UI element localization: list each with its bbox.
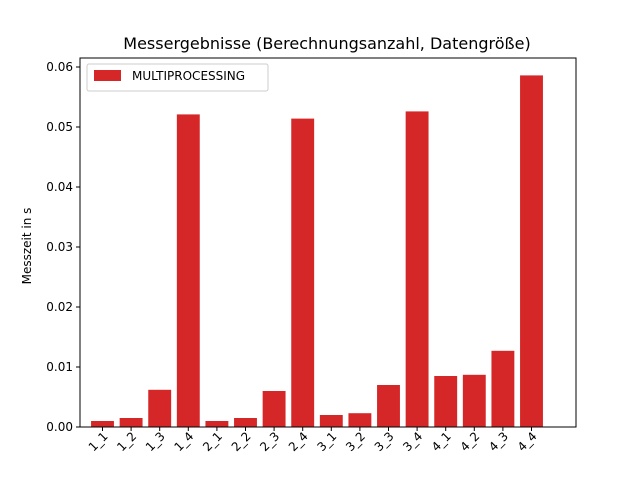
legend: MULTIPROCESSING — [86, 63, 269, 92]
bar-1_2 — [119, 418, 143, 427]
x-tick-label: 4_3 — [486, 429, 511, 454]
bar-1_1 — [91, 421, 114, 427]
bar-2_1 — [205, 421, 229, 427]
bar-4_1 — [434, 376, 458, 427]
bar-3_3 — [377, 385, 400, 427]
legend-label: MULTIPROCESSING — [132, 69, 245, 83]
plot-frame — [79, 57, 577, 428]
bar-3_2 — [348, 413, 372, 427]
x-tick-label: 1_2 — [114, 429, 139, 454]
x-tick-label: 3_3 — [372, 429, 397, 454]
x-tick-label: 2_1 — [200, 429, 225, 454]
bar-2_2 — [234, 418, 257, 427]
y-tick-label: 0.02 — [46, 300, 73, 314]
bar-4_2 — [462, 374, 486, 427]
y-tick-label: 0.00 — [46, 420, 73, 434]
x-tick-label: 2_3 — [257, 429, 282, 454]
bar-2_4 — [291, 118, 315, 427]
x-tick-label: 2_4 — [286, 429, 311, 454]
x-tick-label: 4_2 — [457, 429, 482, 454]
y-tick-label: 0.06 — [46, 60, 73, 74]
bar-3_1 — [319, 415, 343, 427]
x-tick-label: 4_1 — [429, 429, 454, 454]
x-tick-label: 2_2 — [229, 429, 254, 454]
bar-4_4 — [520, 75, 543, 428]
legend-box — [86, 63, 269, 92]
bar-2_3 — [262, 391, 286, 427]
y-tick-label: 0.03 — [46, 240, 73, 254]
y-axis-label: Messzeit in s — [20, 208, 34, 285]
bar-3_4 — [405, 111, 429, 428]
plot-area — [91, 75, 543, 428]
y-tick-label: 0.04 — [46, 180, 73, 194]
x-tick-label: 1_1 — [86, 429, 111, 454]
legend-swatch — [94, 70, 121, 81]
bar-4_3 — [491, 350, 515, 427]
x-tick-label: 3_4 — [400, 429, 425, 454]
y-axis: 0.00 0.01 0.02 0.03 0.04 0.05 0.06 — [46, 60, 80, 434]
bar-1_4 — [176, 114, 200, 428]
bar-1_3 — [148, 389, 172, 427]
chart-title: Messergebnisse (Berechnungsanzahl, Daten… — [123, 34, 530, 53]
x-tick-label: 3_1 — [314, 429, 339, 454]
x-tick-label: 1_4 — [171, 429, 196, 454]
y-tick-label: 0.01 — [46, 360, 73, 374]
x-tick-label: 1_3 — [143, 429, 168, 454]
y-tick-label: 0.05 — [46, 120, 73, 134]
x-tick-label: 4_4 — [515, 429, 540, 454]
x-axis: 1_1 1_2 1_3 1_4 2_1 2_2 2_3 2_4 3_1 3_2 3_3 3_4 4_1 4… — [86, 427, 540, 454]
x-tick-label: 3_2 — [343, 429, 368, 454]
